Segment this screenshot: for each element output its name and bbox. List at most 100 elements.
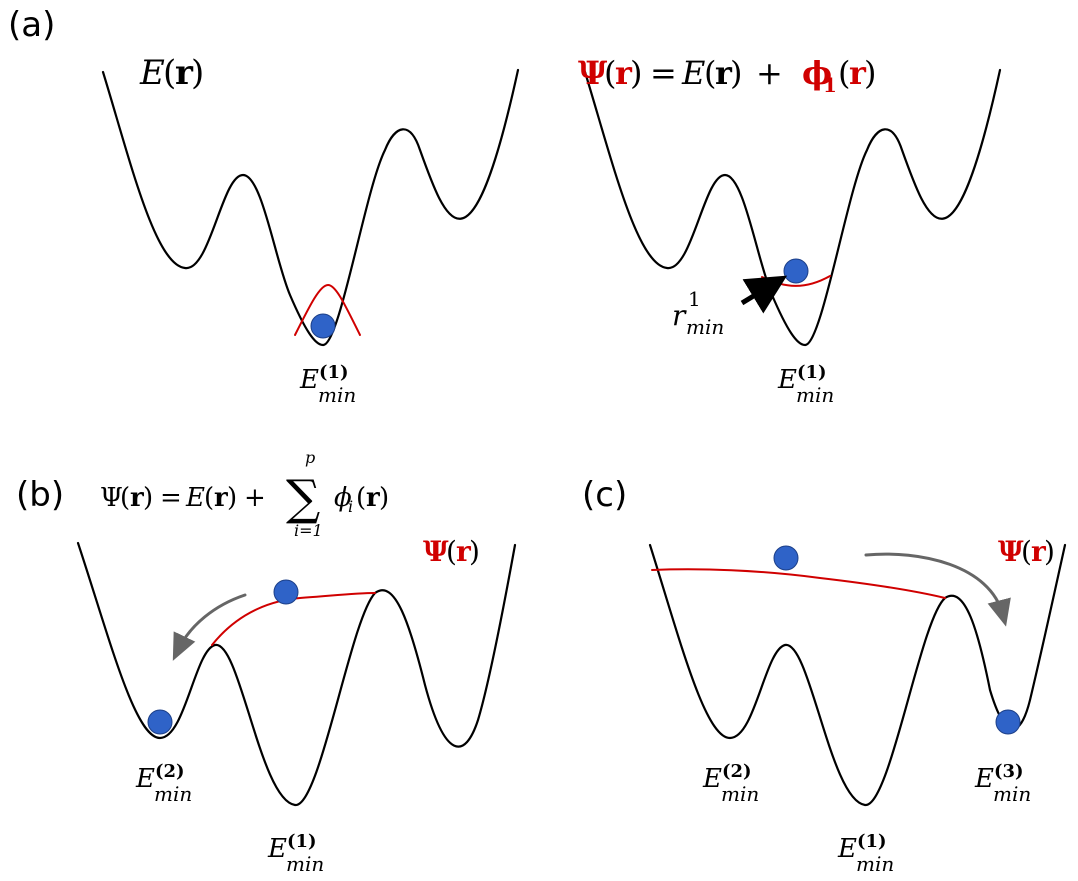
- svg-text:E: E: [299, 365, 319, 395]
- panel-label-a: (a): [8, 5, 55, 45]
- svg-text:(: (: [204, 483, 214, 513]
- label-Emin1-a-left: E (1) min: [299, 362, 356, 407]
- svg-text:+: +: [244, 483, 266, 513]
- svg-text:min: min: [286, 852, 324, 876]
- svg-text:(: (: [704, 54, 716, 92]
- label-Emin2-b: E (2) min: [135, 761, 192, 806]
- svg-text:E: E: [777, 365, 797, 395]
- label-Emin1-b: E (1) min: [267, 831, 324, 876]
- svg-text:min: min: [318, 383, 356, 407]
- svg-text:E: E: [267, 834, 287, 864]
- arrow-r-min: [740, 275, 788, 314]
- svg-text:r: r: [672, 299, 687, 332]
- svg-text:i=1: i=1: [294, 521, 323, 540]
- svg-text:r: r: [214, 483, 228, 513]
- panel-c: Ψ ( r ) E (2) min E (1) min E (3) min: [648, 535, 1067, 876]
- svg-text:(1): (1): [319, 362, 349, 383]
- svg-text:(1): (1): [287, 831, 317, 852]
- svg-text:r: r: [615, 54, 633, 92]
- energy-curve-a-right: [583, 68, 1002, 347]
- svg-text:): ): [379, 483, 389, 513]
- svg-text:E: E: [974, 764, 994, 794]
- label-psi-b: Ψ ( r ): [423, 535, 480, 568]
- label-psi-c: Ψ ( r ): [998, 535, 1055, 568]
- panel-label-c: (c): [582, 475, 627, 515]
- svg-text:(3): (3): [994, 761, 1024, 782]
- label-Emin1-c: E (1) min: [837, 831, 894, 876]
- svg-text:): ): [469, 535, 480, 568]
- svg-text:E: E: [702, 764, 722, 794]
- svg-text:∑: ∑: [286, 470, 320, 526]
- energy-curve-c: [648, 543, 1067, 807]
- svg-text:): ): [143, 483, 153, 513]
- svg-text:(2): (2): [722, 761, 752, 782]
- svg-text:r: r: [175, 53, 194, 93]
- svg-text:Ψ: Ψ: [100, 483, 123, 513]
- svg-text:): ): [1044, 535, 1055, 568]
- ball-c-bottom: [995, 709, 1021, 735]
- label-Emin1-a-right: E (1) min: [777, 362, 834, 407]
- svg-text:r: r: [130, 483, 144, 513]
- ball-b-bottom: [147, 709, 173, 735]
- svg-text:ϕ: ϕ: [802, 54, 832, 92]
- svg-text:Ψ: Ψ: [423, 535, 449, 568]
- svg-text:): ): [191, 53, 204, 93]
- ball-a-right: [783, 258, 809, 284]
- svg-text:E: E: [837, 834, 857, 864]
- svg-text:r: r: [456, 535, 472, 568]
- panel-a-left: E ( r ) E (1) min: [101, 53, 520, 407]
- svg-text:Ψ: Ψ: [578, 54, 608, 92]
- svg-text:): ): [630, 54, 642, 92]
- svg-text:+: +: [756, 54, 783, 92]
- svg-text:ϕ: ϕ: [334, 483, 352, 513]
- svg-text:): ): [864, 54, 876, 92]
- svg-text:1: 1: [823, 73, 837, 97]
- svg-text:min: min: [154, 782, 192, 806]
- svg-text:(1): (1): [797, 362, 827, 383]
- panel-a-right: Ψ ( r ) = E ( r ) + ϕ 1 ( r ) r 1 min E …: [578, 54, 1002, 407]
- bias-gaussian-a-left: [294, 283, 361, 336]
- bias-b: [211, 592, 376, 646]
- svg-text:r: r: [849, 54, 867, 92]
- label-Emin3-c: E (3) min: [974, 761, 1031, 806]
- svg-text:(: (: [1021, 535, 1032, 568]
- svg-text:Ψ: Ψ: [998, 535, 1024, 568]
- svg-text:(: (: [604, 54, 616, 92]
- panel-label-b: (b): [16, 475, 64, 515]
- svg-text:E: E: [185, 483, 205, 513]
- svg-text:r: r: [715, 54, 733, 92]
- svg-text:(: (: [838, 54, 850, 92]
- svg-text:E: E: [135, 764, 155, 794]
- svg-text:(: (: [356, 483, 366, 513]
- svg-text:=: =: [160, 483, 182, 513]
- svg-text:): ): [227, 483, 237, 513]
- arrow-b: [172, 593, 247, 661]
- equation-b: Ψ ( r ) = E ( r ) + p ∑ i=1 ϕ i ( r ): [100, 448, 389, 540]
- svg-text:min: min: [686, 315, 724, 339]
- svg-text:min: min: [856, 852, 894, 876]
- svg-text:(: (: [446, 535, 457, 568]
- energy-curve-a-left: [101, 68, 520, 347]
- label-r-min: r 1 min: [672, 287, 724, 339]
- title-E-r: E ( r ): [139, 53, 204, 93]
- bias-c: [651, 568, 946, 599]
- svg-text:min: min: [993, 782, 1031, 806]
- arrow-c: [864, 552, 1011, 627]
- svg-text:r: r: [366, 483, 380, 513]
- svg-text:(: (: [163, 53, 176, 93]
- svg-text:min: min: [721, 782, 759, 806]
- svg-text:(2): (2): [155, 761, 185, 782]
- ball-b-top: [273, 579, 299, 605]
- equation-a-right: Ψ ( r ) = E ( r ) + ϕ 1 ( r ): [578, 54, 876, 97]
- svg-text:i: i: [348, 497, 353, 516]
- svg-text:): ): [730, 54, 742, 92]
- svg-text:(1): (1): [857, 831, 887, 852]
- ball-c-top: [773, 545, 799, 571]
- svg-text:p: p: [305, 448, 315, 467]
- ball-a-left: [310, 313, 336, 339]
- svg-text:=: =: [650, 54, 677, 92]
- energy-curve-b: [76, 541, 517, 807]
- svg-text:r: r: [1031, 535, 1047, 568]
- svg-text:E: E: [681, 54, 705, 92]
